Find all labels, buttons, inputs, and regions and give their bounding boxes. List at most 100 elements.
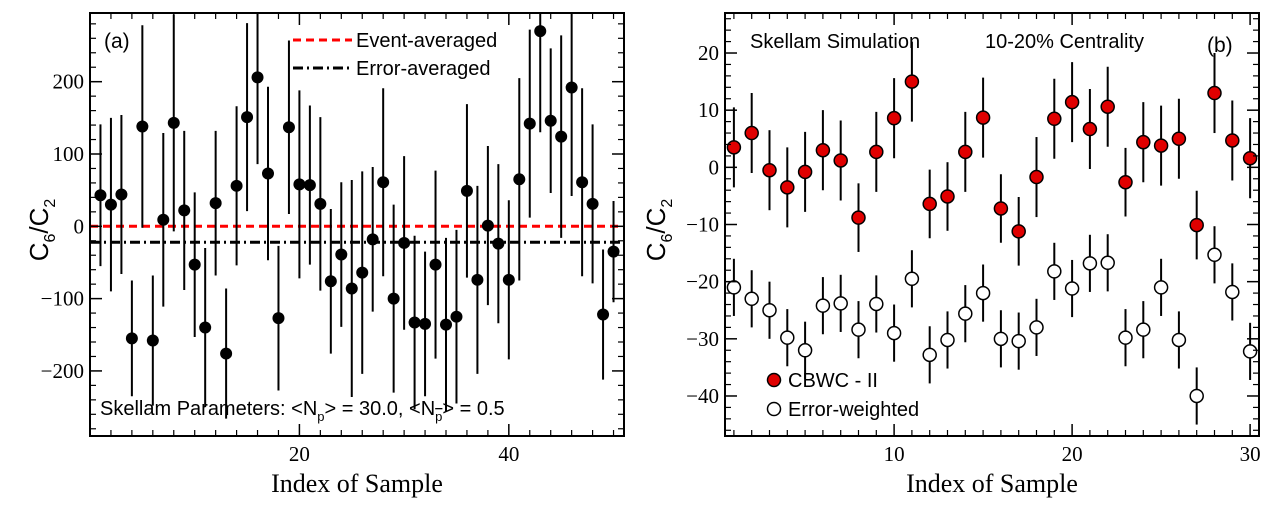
data-point	[314, 197, 327, 210]
data-point	[387, 292, 400, 305]
data-point	[523, 117, 536, 130]
data-point	[335, 248, 348, 261]
data-point	[1082, 256, 1098, 271]
data-point	[188, 258, 201, 271]
data-point	[815, 298, 831, 313]
data-point	[726, 140, 742, 155]
data-point	[833, 153, 848, 168]
data-point	[1136, 322, 1151, 337]
data-point	[293, 178, 306, 191]
y-tick-label: 0	[709, 155, 720, 179]
data-point	[94, 189, 107, 202]
panel-b-plot	[726, 41, 1258, 425]
data-point	[780, 180, 795, 195]
data-point	[460, 184, 473, 197]
data-point	[922, 347, 937, 363]
data-point	[1153, 138, 1169, 153]
data-point	[1225, 284, 1240, 300]
data-point	[851, 210, 866, 225]
panel-a-frame	[89, 12, 625, 437]
data-point	[975, 285, 991, 301]
x-tick-label: 20	[289, 442, 310, 466]
x-tick-label: 30	[1240, 442, 1261, 466]
data-point	[958, 306, 973, 321]
y-tick-label: 100	[53, 142, 85, 166]
data-point	[136, 120, 149, 133]
data-point	[1011, 333, 1026, 349]
data-point	[104, 198, 117, 211]
y-tick-label: 20	[698, 41, 719, 65]
data-point	[1189, 217, 1204, 233]
data-point	[869, 296, 884, 312]
data-point	[544, 114, 557, 127]
data-point	[366, 233, 379, 246]
data-point	[975, 110, 991, 125]
panel-b-ylabel: C6/C2	[641, 199, 676, 262]
data-point	[1082, 121, 1098, 137]
y-tick-label: −10	[686, 213, 719, 237]
panel-a-plot	[90, 13, 624, 419]
panel-b-title-left: Skellam Simulation	[750, 31, 920, 53]
data-point	[471, 273, 484, 286]
data-point	[251, 71, 264, 84]
legend-cbwc-label: CBWC - II	[788, 370, 878, 392]
legend-error-averaged-label: Error-averaged	[356, 58, 491, 80]
data-point	[324, 275, 337, 288]
data-point	[797, 343, 813, 358]
data-point	[1064, 281, 1080, 296]
panel-a-ticks: 20 40 −200 −100 0 100 200	[41, 13, 624, 466]
data-point	[1118, 330, 1133, 345]
data-point	[241, 111, 254, 124]
data-point	[1225, 133, 1240, 148]
data-point	[851, 322, 866, 337]
panel-b-label: (b)	[1207, 34, 1233, 57]
legend-error-weighted-swatch	[766, 401, 782, 417]
data-point	[940, 332, 955, 348]
panel-a-annotation: Skellam Parameters: <Np> = 30.0, <Np> = …	[100, 398, 505, 424]
data-point	[565, 81, 578, 94]
data-point	[450, 310, 463, 323]
panel-a-xlabel: Index of Sample	[271, 469, 443, 498]
x-tick-label: 40	[498, 442, 519, 466]
data-point	[1242, 344, 1258, 359]
data-point	[419, 317, 432, 330]
y-tick-label: 10	[698, 98, 719, 122]
y-tick-label: −100	[41, 287, 84, 311]
data-point	[833, 296, 848, 311]
data-point	[1242, 150, 1258, 166]
data-point	[555, 130, 568, 143]
data-point	[797, 164, 813, 180]
data-point	[146, 334, 159, 347]
data-point	[534, 25, 547, 38]
data-point	[398, 236, 411, 249]
data-point	[303, 179, 316, 192]
data-point	[1029, 320, 1044, 335]
data-point	[199, 321, 212, 334]
data-point	[1171, 131, 1187, 147]
data-point	[502, 273, 515, 286]
data-point	[440, 318, 452, 331]
data-point	[1011, 224, 1026, 239]
y-tick-label: 0	[74, 214, 85, 238]
x-tick-label: 10	[884, 442, 905, 466]
data-point	[377, 176, 390, 189]
data-point	[744, 125, 759, 141]
data-point	[1189, 388, 1204, 404]
panel-a: 20 40 −200 −100 0 100 200 Index of Sample C6/C…	[24, 12, 625, 498]
y-tick-label: −20	[686, 270, 719, 294]
data-point	[167, 116, 180, 129]
data-point	[815, 142, 831, 158]
data-point	[230, 179, 243, 192]
data-point	[762, 302, 777, 318]
data-point	[209, 197, 222, 210]
data-point	[993, 331, 1009, 347]
data-point	[904, 271, 920, 287]
legend-error-weighted-label: Error-weighted	[788, 399, 919, 421]
y-tick-label: −200	[41, 359, 84, 383]
legend-cbwc-swatch	[766, 372, 782, 388]
panel-a-ylabel: C6/C2	[24, 199, 59, 262]
data-point	[1064, 94, 1080, 110]
data-point	[345, 282, 358, 295]
